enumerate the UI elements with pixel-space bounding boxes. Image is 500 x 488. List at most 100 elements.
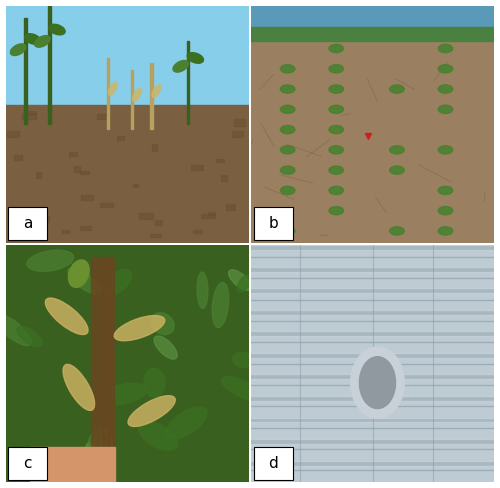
Bar (251, 444, 494, 461)
FancyBboxPatch shape (254, 447, 292, 480)
Ellipse shape (222, 377, 263, 401)
Ellipse shape (108, 82, 118, 95)
Ellipse shape (280, 64, 295, 73)
Bar (80, 171, 89, 174)
Ellipse shape (0, 313, 32, 346)
FancyBboxPatch shape (8, 447, 48, 480)
Ellipse shape (280, 166, 295, 174)
Ellipse shape (63, 365, 94, 410)
Ellipse shape (102, 269, 132, 296)
Ellipse shape (390, 146, 404, 154)
Bar (82, 195, 94, 201)
Ellipse shape (154, 336, 177, 359)
Ellipse shape (438, 227, 452, 235)
Bar (6, 105, 249, 243)
Bar (133, 184, 138, 187)
Ellipse shape (86, 431, 101, 473)
Ellipse shape (438, 146, 452, 154)
Ellipse shape (329, 125, 344, 134)
Bar (251, 293, 494, 310)
Bar (98, 257, 104, 458)
Ellipse shape (390, 227, 404, 235)
Ellipse shape (187, 53, 204, 63)
Ellipse shape (212, 283, 229, 327)
Ellipse shape (34, 36, 50, 47)
Ellipse shape (166, 407, 207, 439)
Bar (14, 155, 22, 160)
Ellipse shape (101, 383, 146, 405)
Bar (22, 113, 36, 119)
Bar (116, 136, 123, 141)
Ellipse shape (68, 268, 101, 294)
Bar (190, 165, 203, 170)
Bar (216, 159, 224, 162)
Bar (226, 204, 235, 210)
Bar (193, 230, 202, 233)
Bar (251, 34, 494, 243)
Ellipse shape (128, 396, 176, 427)
Ellipse shape (86, 443, 108, 477)
Ellipse shape (98, 426, 113, 456)
Ellipse shape (144, 368, 165, 397)
Ellipse shape (114, 316, 165, 341)
Bar (208, 212, 214, 215)
Ellipse shape (49, 24, 65, 35)
Ellipse shape (351, 347, 404, 418)
Bar (150, 63, 153, 129)
Bar (251, 401, 494, 418)
Ellipse shape (139, 422, 178, 450)
Ellipse shape (390, 85, 404, 93)
Ellipse shape (10, 44, 26, 56)
Bar (251, 27, 494, 41)
Bar (251, 250, 494, 267)
Ellipse shape (329, 44, 344, 53)
Bar (251, 358, 494, 374)
Ellipse shape (232, 352, 253, 367)
Ellipse shape (329, 186, 344, 195)
Bar (97, 114, 109, 119)
Bar (24, 18, 26, 124)
Ellipse shape (280, 125, 295, 134)
Bar (251, 423, 494, 439)
Bar (69, 152, 76, 157)
Ellipse shape (238, 275, 252, 292)
FancyBboxPatch shape (254, 207, 292, 241)
Bar (131, 70, 134, 129)
Bar (62, 230, 69, 233)
Bar (28, 213, 33, 217)
Ellipse shape (197, 272, 208, 308)
Bar (187, 41, 190, 124)
Ellipse shape (329, 206, 344, 215)
Bar (30, 447, 115, 482)
Bar (251, 379, 494, 396)
Ellipse shape (360, 357, 396, 408)
Bar (234, 120, 244, 126)
Bar (8, 131, 19, 137)
Text: a: a (23, 216, 32, 231)
Ellipse shape (132, 88, 141, 101)
Bar (80, 225, 92, 230)
Bar (251, 336, 494, 353)
Ellipse shape (228, 270, 252, 290)
Ellipse shape (151, 313, 174, 335)
Bar (152, 143, 157, 150)
Ellipse shape (438, 85, 452, 93)
Bar (154, 221, 162, 224)
Bar (74, 166, 80, 172)
Bar (36, 172, 41, 178)
Bar (150, 234, 160, 237)
Bar (103, 257, 109, 458)
Ellipse shape (280, 186, 295, 195)
Bar (232, 131, 242, 138)
Bar (251, 272, 494, 288)
Bar (251, 466, 494, 482)
Bar (48, 6, 51, 124)
Ellipse shape (438, 206, 452, 215)
Ellipse shape (280, 227, 295, 235)
Ellipse shape (46, 298, 88, 335)
Ellipse shape (280, 85, 295, 93)
Ellipse shape (329, 105, 344, 113)
Ellipse shape (390, 166, 404, 174)
Bar (138, 213, 153, 219)
Ellipse shape (329, 64, 344, 73)
